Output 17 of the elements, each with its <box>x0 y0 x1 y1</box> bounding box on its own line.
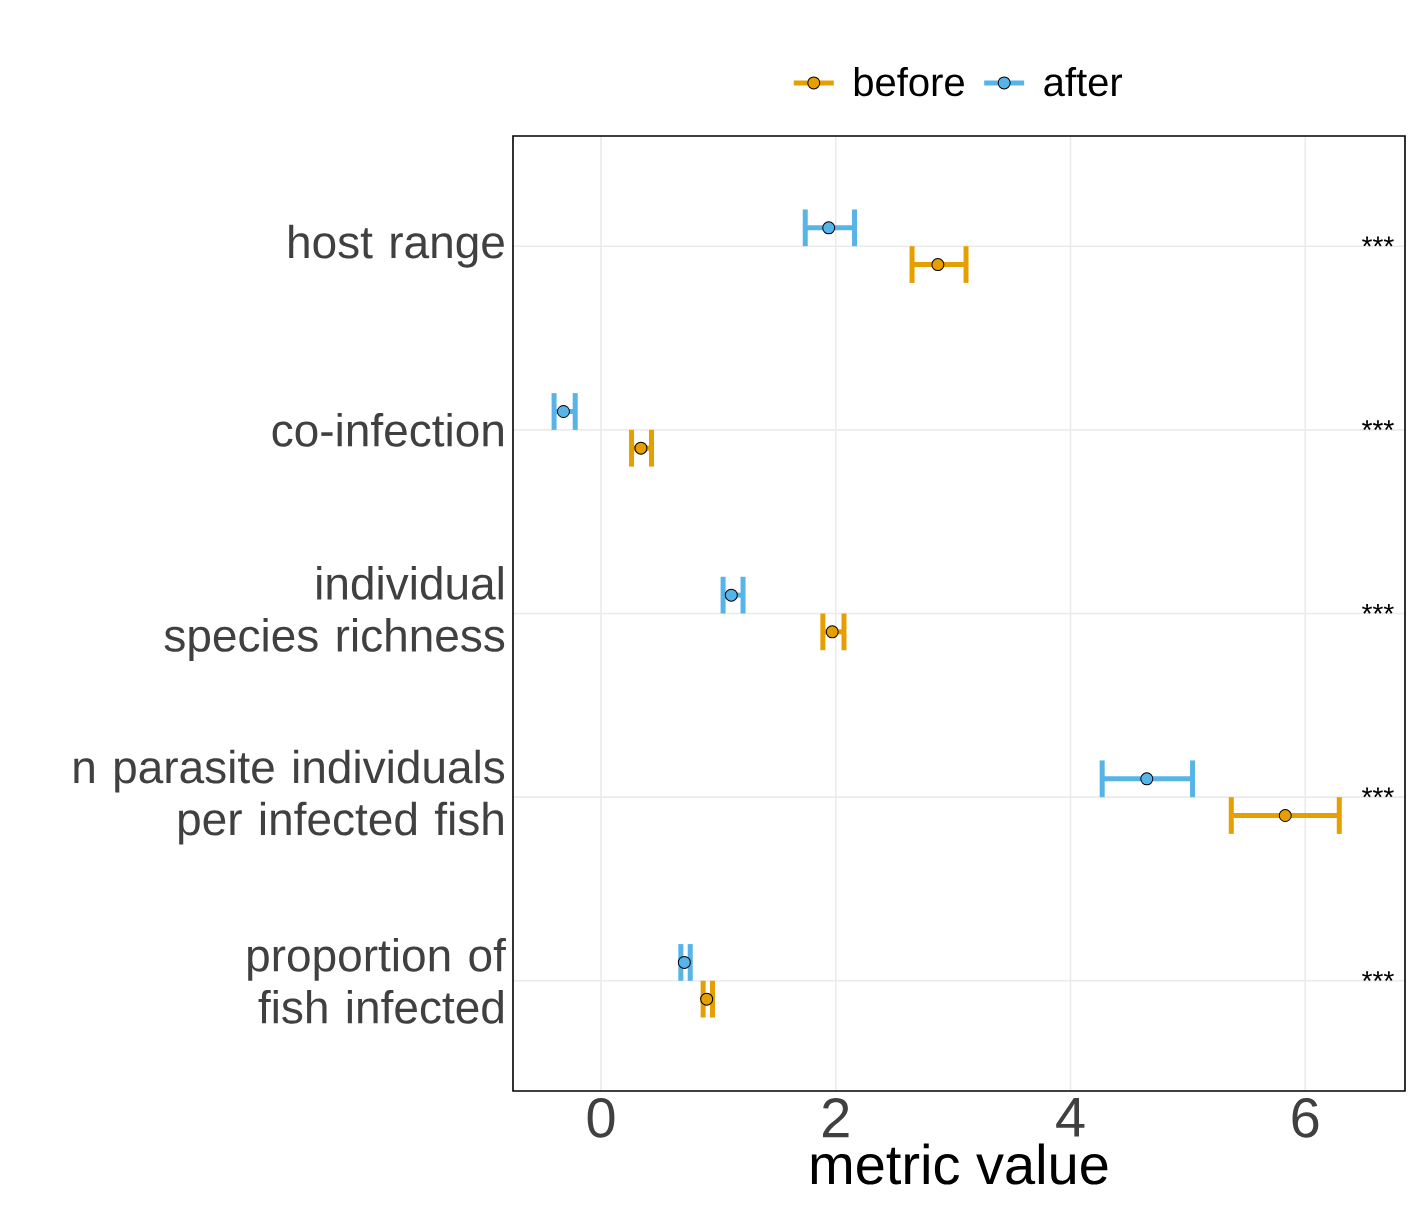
annotation: *** <box>1362 603 1394 614</box>
y-tick-label: co-infection <box>272 412 503 447</box>
annotation: *** <box>1362 420 1394 431</box>
annotation: *** <box>1362 236 1394 247</box>
x-axis-title: metric value <box>811 1143 1108 1185</box>
y-tick-label: n parasite individuals per infected fish <box>74 749 505 845</box>
legend-label: after <box>1044 66 1123 97</box>
y-tick-label: proportion of fish infected <box>248 937 506 1024</box>
y-tick-label: individual species richness <box>164 566 505 661</box>
legend-label: before <box>854 66 964 97</box>
y-tick-label: host range <box>289 224 504 268</box>
x-tick-label: 0 <box>587 1098 615 1138</box>
x-tick-label: 2 <box>823 1098 849 1138</box>
x-tick-label: 4 <box>1056 1098 1085 1137</box>
annotation: *** <box>1362 971 1394 981</box>
annotation: *** <box>1362 787 1394 798</box>
x-tick-label: 6 <box>1292 1098 1319 1138</box>
